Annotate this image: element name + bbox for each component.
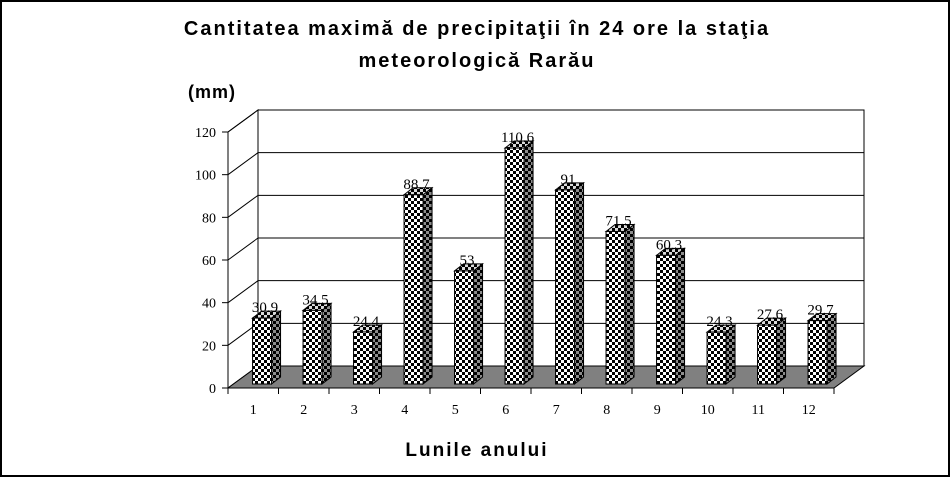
bar: [503, 140, 535, 386]
bar-front: [403, 194, 424, 385]
bar-side: [422, 186, 433, 386]
bar-front: [504, 147, 525, 385]
data-label: 91: [561, 172, 576, 188]
bar: [806, 312, 838, 386]
gridline: [227, 152, 864, 176]
x-tick-label: 10: [701, 403, 715, 418]
bar-side: [473, 262, 484, 386]
bar-front: [605, 230, 626, 385]
bar: [251, 310, 283, 386]
gridline: [227, 109, 864, 133]
bar: [402, 186, 434, 386]
bar-front: [757, 324, 778, 385]
x-axis-label: Lunile anului: [405, 440, 549, 461]
x-tick-label: 12: [802, 403, 816, 418]
data-label: 27.6: [757, 307, 784, 323]
bar-front: [555, 189, 576, 385]
y-tick-label: 0: [209, 382, 216, 397]
bar: [352, 323, 384, 386]
data-label: 88.7: [403, 177, 430, 193]
bar: [453, 262, 485, 386]
y-tick-label: 60: [202, 254, 216, 269]
x-tick-label: 4: [401, 403, 408, 418]
data-label: 29.7: [807, 303, 834, 319]
x-tick-label: 5: [452, 403, 459, 418]
x-tick-label: 2: [300, 403, 307, 418]
bar-front: [656, 254, 677, 385]
data-label: 71.5: [605, 213, 631, 229]
bar-side: [624, 223, 635, 386]
x-tick-label: 6: [502, 403, 509, 418]
x-tick-label: 3: [351, 403, 358, 418]
data-label: 53: [460, 253, 475, 269]
data-label: 24.4: [353, 314, 380, 330]
y-tick-label: 100: [195, 169, 216, 184]
bar-front: [353, 331, 374, 385]
bar-front: [706, 331, 727, 385]
x-tick-label: 8: [603, 403, 610, 418]
y-tick-label: 40: [202, 297, 216, 312]
y-tick-label: 80: [202, 211, 216, 226]
gridline: [227, 194, 864, 218]
chart-title-line-1: Cantitatea maximă de precipitaţii în 24 …: [183, 18, 771, 40]
bar-front: [807, 320, 828, 385]
x-tick-label: 1: [250, 403, 257, 418]
x-tick-label: 11: [752, 403, 765, 418]
data-label: 24.3: [706, 314, 732, 330]
bar-front: [252, 317, 273, 385]
data-label: 110.6: [501, 130, 535, 146]
bar-front: [454, 270, 475, 385]
bar-side: [523, 140, 534, 386]
chart-title-line-2: meteorologică Rarău: [358, 50, 596, 72]
data-label: 60.3: [656, 237, 682, 253]
bar-front: [302, 309, 323, 385]
data-label: 34.5: [302, 292, 328, 308]
data-label: 30.9: [252, 300, 278, 316]
bar: [705, 324, 737, 386]
bar-side: [675, 247, 686, 386]
bar-side: [372, 323, 383, 386]
bar-side: [574, 181, 585, 386]
bar: [604, 223, 636, 386]
x-tick-label: 7: [553, 403, 560, 418]
y-axis-unit-label: (mm): [188, 82, 236, 102]
gridline: [227, 237, 864, 261]
bar: [756, 317, 788, 386]
bar-side: [321, 302, 332, 386]
y-tick-label: 120: [195, 126, 216, 141]
bar-side: [776, 317, 787, 386]
bar-side: [826, 312, 837, 386]
bar-side: [271, 310, 282, 386]
bar: [301, 302, 333, 386]
y-tick-label: 20: [202, 339, 216, 354]
bar-side: [725, 324, 736, 386]
bar: [554, 181, 586, 386]
bar: [655, 247, 687, 386]
x-tick-label: 9: [654, 403, 661, 418]
